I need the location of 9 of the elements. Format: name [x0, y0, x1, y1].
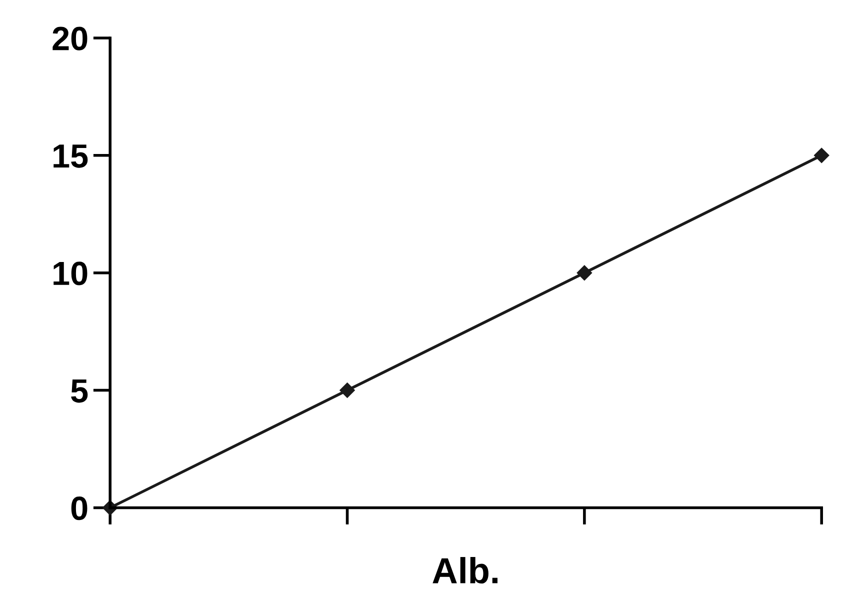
y-tick-label: 10 [54, 262, 88, 286]
y-tick-label: 15 [54, 144, 88, 168]
y-tick-label: 0 [71, 496, 88, 520]
x-axis-title: Alb. [432, 557, 498, 584]
y-tick-label: 20 [52, 26, 88, 50]
point [576, 265, 592, 280]
point [814, 148, 830, 163]
y-tick-label: 5 [71, 379, 88, 403]
point [340, 382, 355, 398]
